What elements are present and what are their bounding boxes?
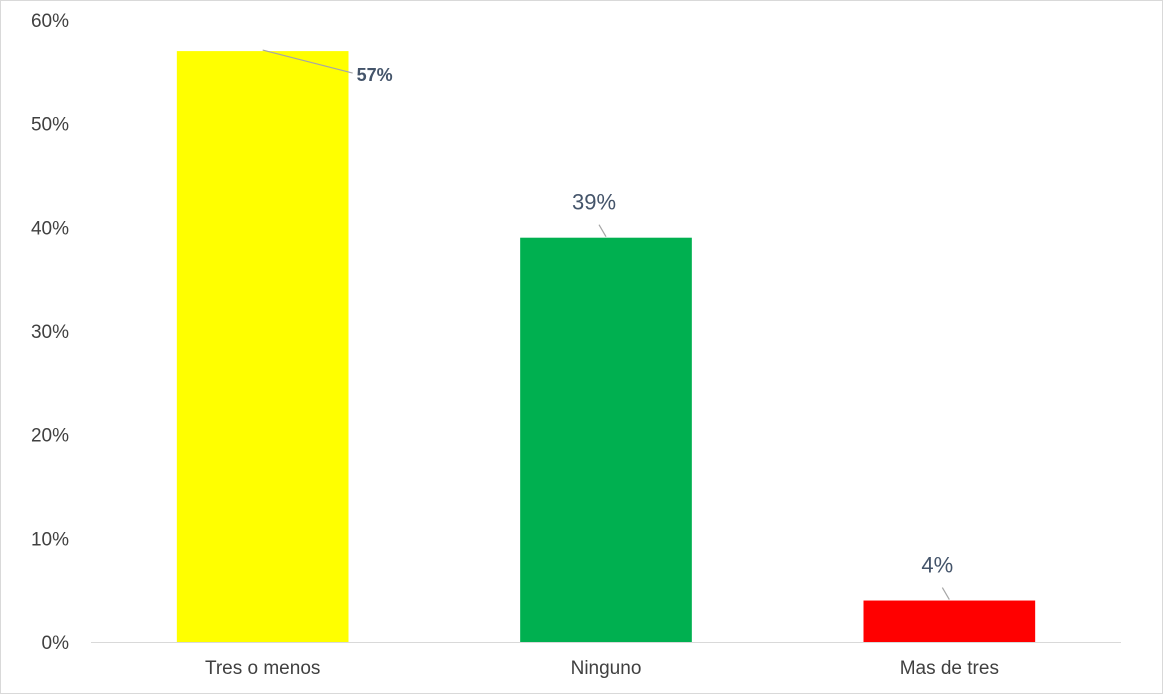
y-tick-label: 10%: [31, 529, 69, 550]
y-tick-label: 30%: [31, 322, 69, 343]
data-label-leader-line: [262, 49, 353, 74]
y-tick-label: 40%: [31, 218, 69, 239]
data-label: 57%: [357, 65, 393, 85]
x-tick-label: Tres o menos: [205, 658, 320, 679]
data-label-leader-line: [598, 224, 607, 238]
y-tick-label: 50%: [31, 115, 69, 136]
data-label: 4%: [921, 553, 953, 578]
x-tick-label: Mas de tres: [900, 658, 999, 679]
x-tick-label: Ninguno: [571, 658, 642, 679]
y-tick-label: 60%: [31, 11, 69, 32]
y-tick-label: 20%: [31, 426, 69, 447]
bar-1: [520, 237, 692, 642]
bar-0: [176, 51, 349, 643]
data-label: 39%: [572, 190, 616, 215]
bar-2: [863, 600, 1036, 642]
data-label-leader-line: [941, 587, 950, 600]
y-tick-label: 0%: [42, 633, 70, 654]
